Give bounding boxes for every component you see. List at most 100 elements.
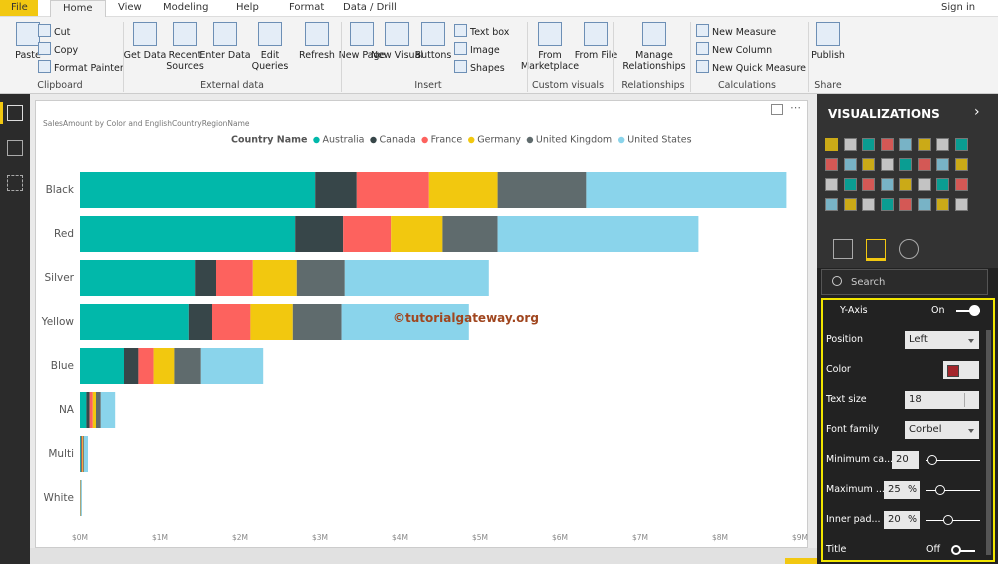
section-title[interactable]: Y-Axis (840, 305, 868, 316)
ribbon-button[interactable]: Format Painter (38, 60, 124, 74)
visual-icon[interactable] (899, 158, 912, 171)
ribbon-button[interactable]: Refresh (289, 22, 345, 61)
legend-marker (526, 136, 534, 144)
button-icon (38, 42, 51, 55)
button-icon (696, 24, 709, 37)
ribbon-button[interactable]: Enter Data (197, 22, 253, 61)
visual-icon[interactable] (917, 158, 931, 171)
setting-input[interactable]: 20 (884, 511, 920, 529)
button-label: Enter Data (199, 50, 251, 61)
setting-input[interactable]: 20 (892, 451, 919, 469)
bar-segment (497, 216, 699, 252)
button-label: Buttons (414, 50, 452, 61)
ribbon-tab[interactable]: Modeling (163, 2, 209, 13)
ribbon-tab[interactable]: Format (289, 2, 325, 13)
scrollbar[interactable] (986, 330, 991, 555)
ribbon-tab[interactable]: Data / Drill (343, 2, 397, 13)
ribbon-button[interactable]: Publish (800, 22, 856, 61)
visual-icon[interactable] (825, 178, 838, 191)
ribbon-button[interactable]: From File (568, 22, 624, 61)
color-swatch[interactable] (947, 365, 959, 377)
ribbon-button[interactable]: Image (454, 42, 500, 56)
visual-icon[interactable] (825, 198, 838, 211)
visual-icon[interactable] (880, 198, 894, 211)
toggle-knob[interactable] (951, 545, 961, 555)
ribbon-button[interactable]: From Marketplace (516, 22, 584, 72)
visual-icon[interactable] (954, 138, 968, 151)
setting-input[interactable]: Left (905, 331, 979, 349)
ribbon-button[interactable]: Text box (454, 24, 509, 38)
visual-icon[interactable] (954, 198, 968, 211)
x-tick-label: $6M (552, 533, 568, 542)
y-tick-label: Black (46, 184, 75, 196)
ribbon-button[interactable]: New Measure (696, 24, 776, 38)
bar-segment (81, 480, 82, 516)
visual-icon[interactable] (899, 178, 912, 191)
visual-icon[interactable] (825, 158, 838, 171)
ribbon-button[interactable]: New Page (334, 22, 390, 61)
visual-icon[interactable] (843, 198, 857, 211)
visual-icon[interactable] (899, 138, 912, 151)
ribbon-button[interactable]: Copy (38, 42, 78, 56)
ribbon-tab[interactable]: File (11, 2, 28, 13)
bar-segment (80, 348, 124, 384)
visual-icon[interactable] (862, 158, 875, 171)
visual-icon[interactable] (862, 198, 875, 211)
setting-input[interactable]: 25 (884, 481, 920, 499)
ribbon-tab[interactable]: View (118, 2, 142, 13)
visual-icon[interactable] (862, 138, 875, 151)
ribbon-tab[interactable]: Home (50, 0, 106, 17)
visual-icon[interactable] (880, 138, 894, 151)
model-icon[interactable] (7, 175, 23, 191)
analytics-tab[interactable] (899, 239, 919, 259)
visual-icon[interactable] (936, 198, 949, 211)
x-tick-label: $2M (232, 533, 248, 542)
visual-icon[interactable] (936, 138, 949, 151)
ribbon-button[interactable]: Shapes (454, 60, 505, 74)
visual-icon[interactable] (917, 178, 931, 191)
ribbon-button[interactable]: Buttons (405, 22, 461, 61)
legend-marker (370, 136, 377, 144)
slider-knob[interactable] (935, 485, 945, 495)
format-tab[interactable] (866, 239, 886, 261)
visual-icon[interactable] (843, 158, 857, 171)
visual-icon[interactable] (917, 138, 931, 151)
more-options[interactable]: ⋯ (790, 101, 802, 114)
group-separator (527, 22, 528, 92)
visual-icon[interactable] (843, 178, 857, 191)
data-icon[interactable] (7, 140, 23, 156)
visual-icon[interactable] (880, 178, 894, 191)
toggle-knob[interactable] (969, 305, 980, 316)
ribbon-button[interactable]: Recent Sources (157, 22, 213, 72)
report-icon[interactable] (7, 105, 23, 121)
visual-icon[interactable] (862, 178, 875, 191)
setting-label: Inner pad... (826, 514, 881, 525)
sign-in[interactable]: Sign in (941, 2, 976, 13)
ribbon-button[interactable]: Edit Queries (242, 22, 298, 72)
visual-icon[interactable] (954, 178, 968, 191)
ribbon-button[interactable]: New Column (696, 42, 772, 56)
ribbon-button[interactable]: Cut (38, 24, 70, 38)
visual-icon[interactable] (825, 138, 838, 151)
setting-input[interactable]: Corbel (905, 421, 979, 439)
focus-mode-icon[interactable] (771, 104, 783, 115)
legend-marker (468, 136, 475, 144)
search-box[interactable] (821, 269, 988, 295)
collapse-pane[interactable]: › (974, 104, 980, 120)
ribbon-button[interactable]: New Visual (369, 22, 425, 61)
setting-input[interactable]: 18 (905, 391, 979, 409)
visual-icon[interactable] (954, 158, 968, 171)
slider-knob[interactable] (927, 455, 937, 465)
ribbon-button[interactable]: Manage Relationships (620, 22, 688, 72)
slider-knob[interactable] (943, 515, 953, 525)
visual-icon[interactable] (936, 158, 949, 171)
visual-icon[interactable] (899, 198, 912, 211)
visual-icon[interactable] (917, 198, 931, 211)
fields-tab[interactable] (833, 239, 853, 259)
ribbon-button[interactable]: New Quick Measure (696, 60, 806, 74)
ribbon-tab[interactable]: Help (236, 2, 259, 13)
visual-icon[interactable] (936, 178, 949, 191)
ribbon-button[interactable]: Get Data (117, 22, 173, 61)
visual-icon[interactable] (843, 138, 857, 151)
visual-icon[interactable] (880, 158, 894, 171)
